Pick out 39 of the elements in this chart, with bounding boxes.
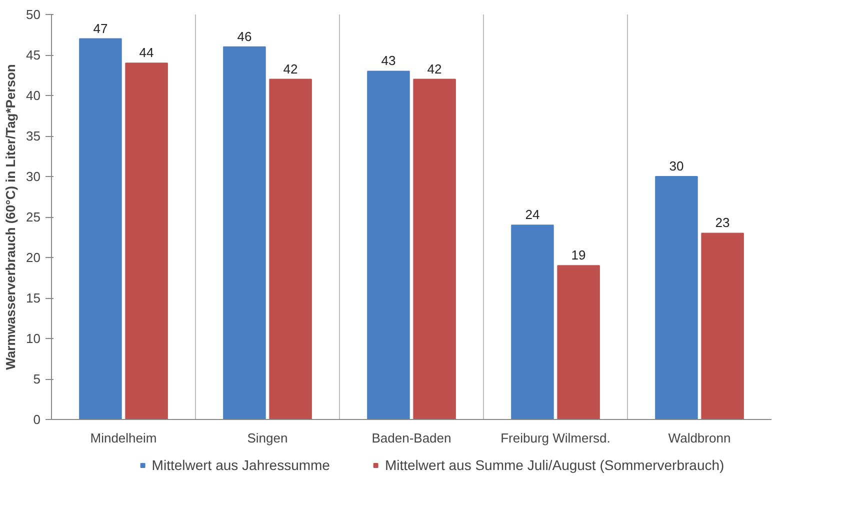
- bar: [413, 78, 456, 420]
- x-tick-label: Baden-Baden: [372, 430, 452, 446]
- bar: [223, 46, 266, 420]
- data-label: 30: [669, 158, 684, 174]
- bar: [701, 232, 744, 420]
- y-tick-label: 50: [26, 7, 41, 22]
- bar: [511, 224, 554, 420]
- y-tick-label: 45: [26, 48, 41, 62]
- y-tick-label: 5: [33, 372, 41, 386]
- bar: [557, 265, 600, 420]
- y-tick-label: 10: [26, 331, 41, 346]
- legend-label: Mittelwert aus Jahressumme: [152, 457, 330, 473]
- data-label: 42: [427, 61, 442, 76]
- bar: [367, 70, 410, 420]
- y-axis-title: Warmwasserverbrauch (60°C) in Liter/Tag*Person: [3, 64, 18, 370]
- data-label: 47: [93, 20, 108, 36]
- y-tick-label: 15: [26, 290, 41, 306]
- y-tick-label: 20: [26, 250, 41, 265]
- y-tick-label: 0: [33, 412, 41, 427]
- x-tick-label: Freiburg Wilmersd.: [500, 430, 610, 446]
- bar: [655, 176, 698, 420]
- x-tick-label: Waldbronn: [668, 430, 731, 446]
- y-tick-label: 30: [26, 169, 41, 184]
- y-tick-label: 40: [26, 88, 41, 103]
- data-label: 43: [381, 53, 396, 68]
- bar: [269, 78, 312, 420]
- data-label: 42: [283, 61, 298, 76]
- data-label: 44: [139, 45, 154, 60]
- data-label: 23: [715, 215, 730, 230]
- data-label: 24: [525, 207, 540, 222]
- bar: [79, 38, 122, 420]
- data-label: 19: [571, 248, 586, 263]
- bar: [125, 62, 168, 420]
- y-tick-label: 25: [26, 210, 41, 224]
- data-label: 46: [237, 28, 252, 44]
- x-tick-label: Mindelheim: [90, 430, 157, 446]
- legend-label: Mittelwert aus Summe Juli/August (Sommerverbrauch): [384, 457, 724, 473]
- y-tick-label: 35: [26, 128, 41, 144]
- x-tick-label: Singen: [247, 430, 288, 446]
